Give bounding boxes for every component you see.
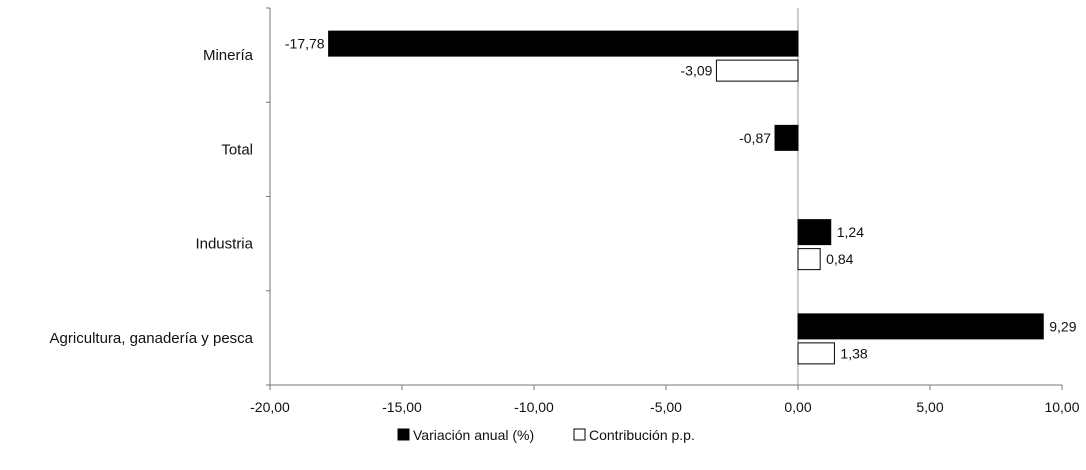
data-label: -17,78 <box>285 36 325 52</box>
x-tick-label: 10,00 <box>1044 399 1079 415</box>
bar-contribucion <box>797 248 821 271</box>
chart-labels: -17,78 -3,09 -0,87 1,24 0,84 9,29 1,38 <box>285 36 1077 362</box>
x-tick-label: -10,00 <box>514 399 554 415</box>
data-label: 0,84 <box>826 251 853 267</box>
category-label: Industria <box>195 236 253 253</box>
category-label: Total <box>221 141 253 158</box>
x-tick-label: -20,00 <box>250 399 290 415</box>
bar-variacion <box>797 313 1044 340</box>
chart-axes: -20,00 -15,00 -10,00 -5,00 0,00 5,00 10,00 Mine… <box>50 7 1080 415</box>
legend-label: Contribución p.p. <box>589 427 695 443</box>
data-label: -0,87 <box>739 130 771 146</box>
legend-swatch-contribucion <box>573 428 586 441</box>
legend-swatch-variacion <box>397 428 410 441</box>
category-label: Agricultura, ganadería y pesca <box>50 330 254 347</box>
data-label: -3,09 <box>681 63 713 79</box>
bar-contribucion <box>797 342 835 365</box>
category-label: Minería <box>203 47 254 64</box>
chart-bars <box>328 30 1044 365</box>
data-label: 1,24 <box>837 224 864 240</box>
x-tick-label: -15,00 <box>382 399 422 415</box>
bar-variacion <box>774 124 799 151</box>
bar-variacion <box>797 219 832 246</box>
legend-label: Variación anual (%) <box>413 427 534 443</box>
bar-contribucion <box>715 59 799 82</box>
data-label: 9,29 <box>1049 318 1076 334</box>
x-tick-label: 0,00 <box>784 399 811 415</box>
x-tick-label: 5,00 <box>916 399 943 415</box>
x-tick-label: -5,00 <box>650 399 682 415</box>
data-label: 1,38 <box>840 345 867 361</box>
chart-legend: Variación anual (%) Contribución p.p. <box>397 427 695 443</box>
bar-variacion <box>328 30 799 57</box>
